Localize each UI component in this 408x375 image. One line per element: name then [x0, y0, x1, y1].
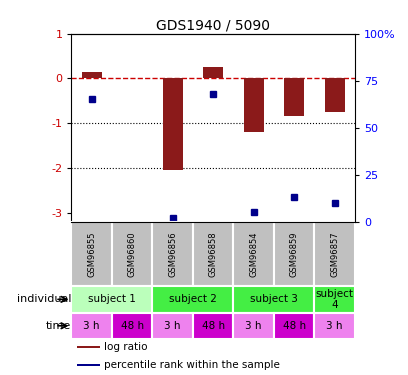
- Bar: [77, 363, 100, 366]
- Text: subject 2: subject 2: [169, 294, 217, 304]
- Bar: [162, 78, 183, 170]
- Bar: [233, 312, 274, 339]
- Bar: [315, 222, 355, 286]
- Text: 3 h: 3 h: [83, 321, 100, 331]
- Bar: [71, 312, 112, 339]
- Bar: [274, 312, 315, 339]
- Bar: [315, 286, 355, 312]
- Text: GSM96854: GSM96854: [249, 231, 258, 277]
- Text: 3 h: 3 h: [326, 321, 343, 331]
- Text: GSM96856: GSM96856: [168, 231, 177, 277]
- Text: 48 h: 48 h: [202, 321, 225, 331]
- Bar: [233, 286, 315, 312]
- Text: percentile rank within the sample: percentile rank within the sample: [104, 360, 280, 370]
- Bar: [153, 312, 193, 339]
- Bar: [112, 312, 153, 339]
- Text: GSM96858: GSM96858: [208, 231, 218, 277]
- Bar: [153, 222, 193, 286]
- Text: subject 1: subject 1: [88, 294, 136, 304]
- Bar: [284, 78, 304, 117]
- Bar: [233, 222, 274, 286]
- Bar: [77, 346, 100, 348]
- Bar: [274, 222, 315, 286]
- Text: GSM96859: GSM96859: [290, 231, 299, 277]
- Bar: [244, 78, 264, 132]
- Bar: [325, 78, 345, 112]
- Bar: [82, 72, 102, 78]
- Bar: [112, 222, 153, 286]
- Text: 48 h: 48 h: [283, 321, 306, 331]
- Text: GSM96860: GSM96860: [128, 231, 137, 277]
- Title: GDS1940 / 5090: GDS1940 / 5090: [156, 19, 270, 33]
- Text: time: time: [46, 321, 71, 331]
- Text: subject
4: subject 4: [316, 288, 354, 310]
- Text: log ratio: log ratio: [104, 342, 148, 352]
- Text: GSM96857: GSM96857: [330, 231, 339, 277]
- Bar: [153, 286, 233, 312]
- Text: 3 h: 3 h: [246, 321, 262, 331]
- Bar: [193, 222, 233, 286]
- Bar: [71, 286, 153, 312]
- Bar: [203, 67, 223, 78]
- Bar: [193, 312, 233, 339]
- Text: subject 3: subject 3: [250, 294, 298, 304]
- Bar: [315, 312, 355, 339]
- Text: GSM96855: GSM96855: [87, 231, 96, 277]
- Bar: [71, 222, 112, 286]
- Text: individual: individual: [17, 294, 71, 304]
- Text: 3 h: 3 h: [164, 321, 181, 331]
- Text: 48 h: 48 h: [121, 321, 144, 331]
